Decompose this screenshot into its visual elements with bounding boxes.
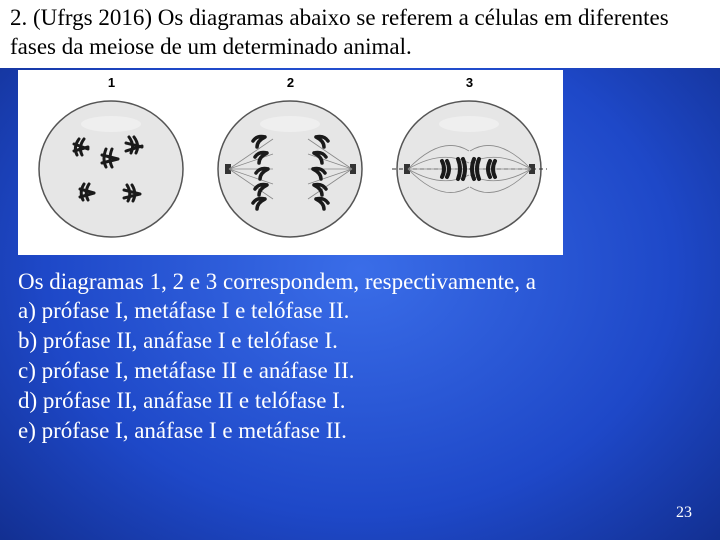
header-line2: fases da meiose de um determinado animal… (10, 34, 412, 59)
header-line1: 2. (Ufrgs 2016) Os diagramas abaixo se r… (10, 5, 669, 30)
diagram-area: 1 2 (18, 70, 563, 255)
cell-1: 1 (27, 89, 197, 244)
page-number: 23 (676, 504, 692, 522)
cell-3-svg (392, 89, 547, 244)
cell-1-svg (34, 89, 189, 244)
answer-c: c) prófase I, metáfase II e anáfase II. (18, 356, 702, 386)
answer-d: d) prófase II, anáfase II e telófase I. (18, 386, 702, 416)
cell-2-label: 2 (287, 75, 294, 90)
answer-a: a) prófase I, metáfase I e telófase II. (18, 296, 702, 326)
cell-1-label: 1 (108, 75, 115, 90)
cell-3-label: 3 (466, 75, 473, 90)
answer-e: e) prófase I, anáfase I e metáfase II. (18, 416, 702, 446)
answers-intro: Os diagramas 1, 2 e 3 correspondem, resp… (18, 267, 702, 297)
question-header: 2. (Ufrgs 2016) Os diagramas abaixo se r… (0, 0, 720, 68)
cell-2: 2 (206, 89, 376, 244)
cell-3: 3 (385, 89, 555, 244)
cell-2-svg (213, 89, 368, 244)
answers-block: Os diagramas 1, 2 e 3 correspondem, resp… (0, 255, 720, 446)
answer-b: b) prófase II, anáfase I e telófase I. (18, 326, 702, 356)
